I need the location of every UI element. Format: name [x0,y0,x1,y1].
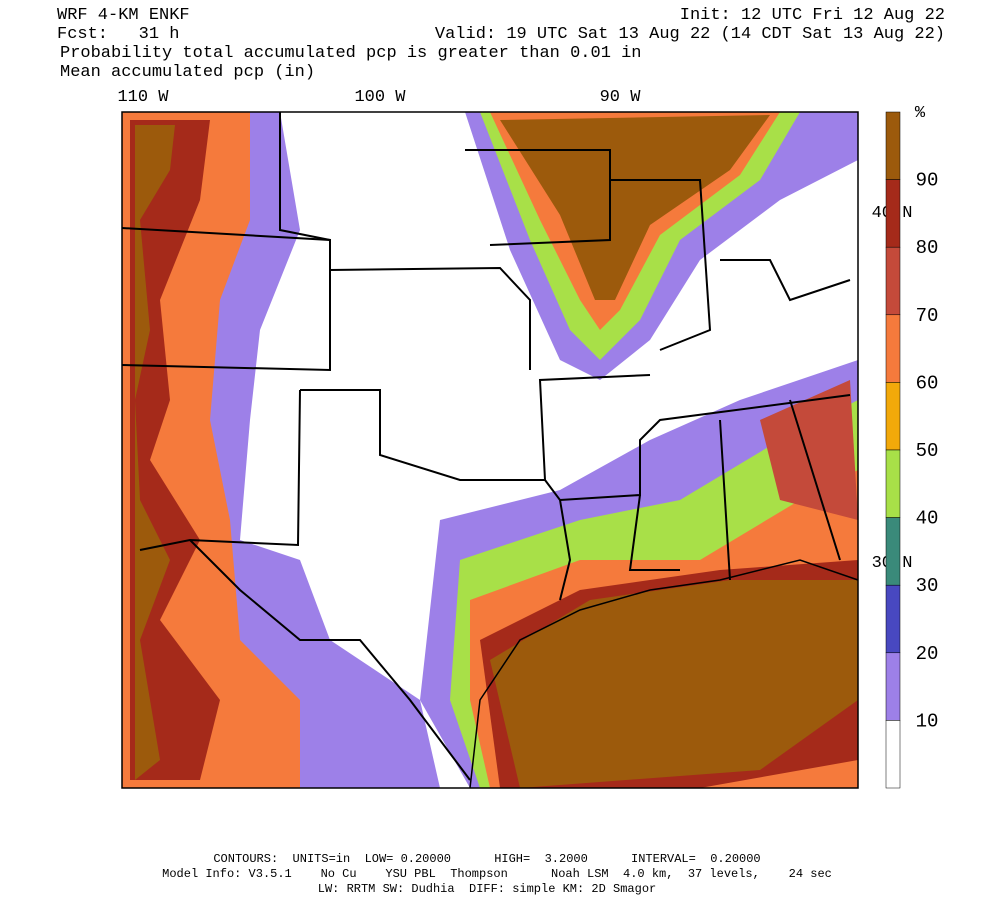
contour-title: Mean accumulated pcp (in) [60,63,315,82]
colorbar-label: 60 [916,372,939,394]
colorbar-label: 20 [916,643,939,665]
footer-line: CONTOURS: UNITS=in LOW= 0.20000 HIGH= 3.… [213,852,760,866]
colorbar-swatch [885,179,901,248]
colorbar-label: 80 [916,237,939,259]
colorbar-swatch [885,584,901,654]
colorbar-label: 10 [916,710,939,732]
colorbar-label: 40 [916,508,939,530]
lon-label: 110 W [117,88,169,107]
colorbar-label: 70 [916,305,939,327]
forecast-hour: Fcst: 31 h [57,25,179,44]
init-time: Init: 12 UTC Fri 12 Aug 22 [680,6,945,25]
footer-line: Model Info: V3.5.1 No Cu YSU PBL Thompso… [162,867,832,881]
colorbar-unit: % [915,104,926,123]
colorbar-swatch [885,382,901,451]
colorbar-label: 90 [916,170,939,192]
map [121,111,859,789]
colorbar: 90 80 70 60 50 40 30 20 10 [885,111,939,789]
model-title: WRF 4-KM ENKF [57,6,190,25]
colorbar-swatch [885,111,901,180]
colorbar-swatch [885,720,901,789]
colorbar-label: 30 [916,575,939,597]
colorbar-swatch [885,652,901,721]
lon-label: 100 W [354,88,406,107]
field-title: Probability total accumulated pcp is gre… [60,44,642,63]
colorbar-swatch [885,517,901,586]
footer-line: LW: RRTM SW: Dudhia DIFF: simple KM: 2D … [318,882,656,896]
colorbar-swatch [885,314,901,383]
colorbar-swatch [885,449,901,518]
valid-time: Valid: 19 UTC Sat 13 Aug 22 (14 CDT Sat … [435,25,945,44]
colorbar-label: 50 [916,440,939,462]
colorbar-swatch [885,246,901,316]
lon-label: 90 W [600,88,642,107]
